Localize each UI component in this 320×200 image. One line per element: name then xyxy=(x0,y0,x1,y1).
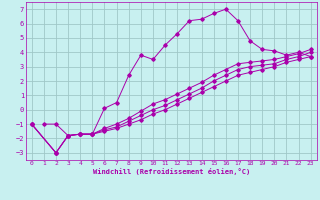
X-axis label: Windchill (Refroidissement éolien,°C): Windchill (Refroidissement éolien,°C) xyxy=(92,168,250,175)
